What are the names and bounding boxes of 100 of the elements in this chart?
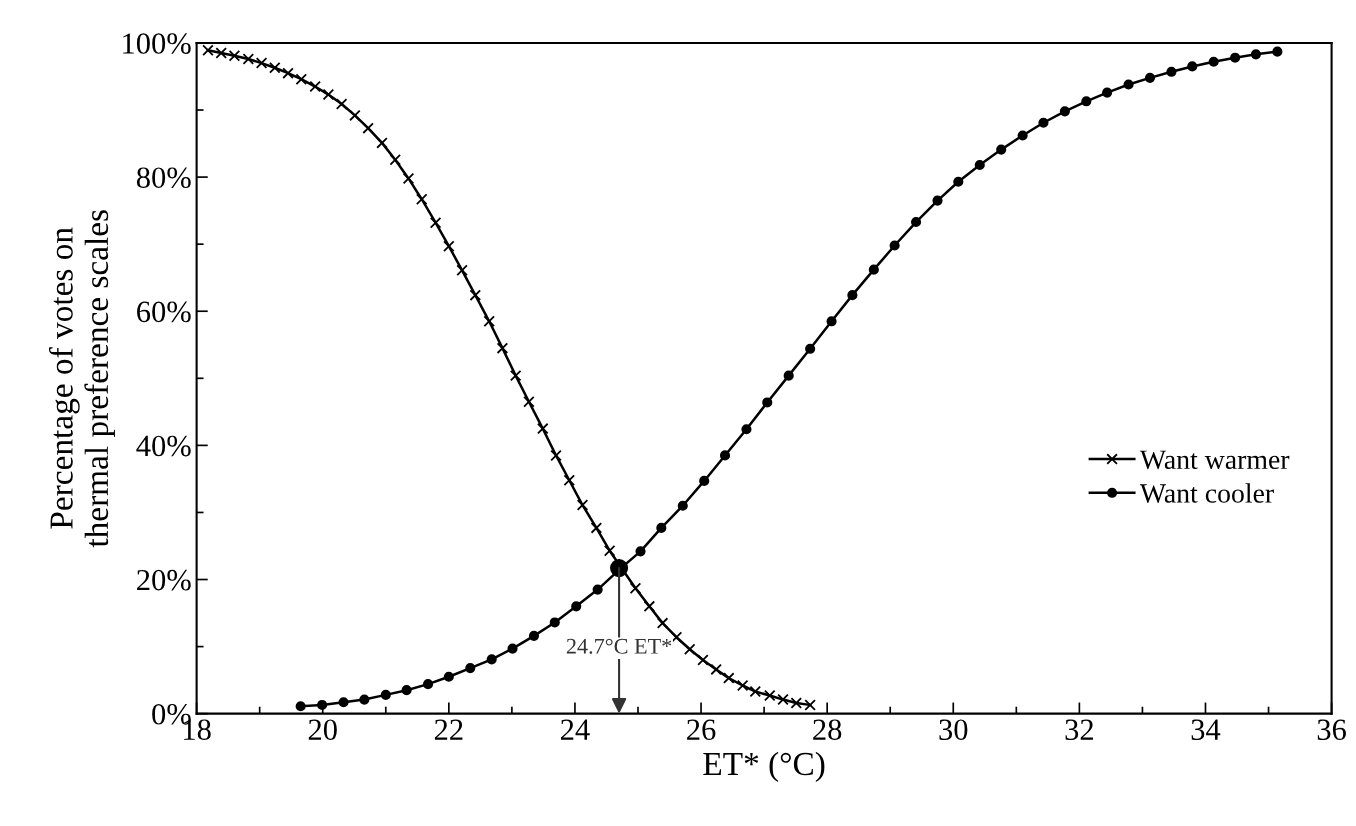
point	[996, 144, 1007, 155]
point	[496, 342, 509, 354]
point	[697, 654, 709, 666]
point	[1038, 117, 1049, 128]
point	[507, 643, 518, 654]
point	[783, 370, 794, 381]
point	[549, 617, 560, 628]
point	[643, 600, 656, 613]
point	[635, 546, 646, 557]
point	[656, 522, 667, 533]
point	[338, 697, 349, 708]
point	[202, 44, 214, 57]
point	[1166, 66, 1177, 77]
point	[550, 449, 562, 462]
legend-label: Want cooler	[1139, 483, 1274, 503]
point	[576, 499, 589, 511]
point	[677, 500, 688, 511]
point	[699, 475, 710, 486]
point	[932, 195, 943, 206]
point	[847, 290, 858, 301]
point	[422, 679, 434, 690]
point	[523, 396, 535, 408]
point	[710, 663, 722, 676]
point	[656, 617, 669, 629]
point	[804, 699, 816, 711]
x-tick-label: 26	[687, 719, 716, 741]
y-tick-label: 60%	[137, 301, 191, 323]
point	[974, 159, 985, 171]
point	[322, 88, 335, 101]
point	[255, 57, 268, 69]
point	[402, 172, 415, 185]
y-tick-label: 40%	[136, 435, 191, 457]
point	[1017, 130, 1028, 141]
point	[762, 397, 773, 408]
point	[509, 369, 522, 382]
point	[359, 694, 370, 705]
point	[603, 544, 616, 557]
point	[362, 122, 374, 134]
point	[953, 176, 964, 187]
point	[1144, 72, 1156, 83]
point	[1187, 61, 1198, 72]
point	[629, 582, 642, 595]
point	[349, 109, 361, 122]
point	[805, 343, 816, 354]
point	[563, 474, 576, 487]
point	[790, 697, 803, 709]
point	[670, 631, 683, 643]
point	[295, 701, 306, 712]
point	[380, 689, 391, 700]
point	[376, 137, 388, 149]
point	[741, 424, 752, 435]
point	[269, 62, 281, 74]
point	[486, 654, 497, 665]
point	[443, 671, 454, 682]
point	[469, 289, 482, 301]
point	[723, 672, 735, 684]
point	[683, 643, 696, 656]
y-tick-label: 20%	[137, 569, 191, 591]
point	[429, 216, 442, 229]
point	[1272, 46, 1283, 57]
point	[1102, 87, 1113, 98]
point	[215, 47, 227, 59]
point	[749, 685, 762, 698]
point	[415, 193, 428, 205]
point	[465, 662, 476, 674]
x-tick-label: 28	[813, 719, 842, 741]
point	[228, 49, 241, 62]
point	[1123, 79, 1134, 90]
point	[456, 264, 468, 277]
point	[242, 53, 255, 65]
x-tick-label: 24	[561, 719, 590, 740]
x-axis-title: ET* (°C)	[703, 751, 825, 783]
point	[295, 73, 308, 85]
point	[736, 679, 749, 692]
point	[537, 422, 549, 435]
point	[528, 630, 540, 641]
point	[1081, 96, 1092, 107]
x-tick-label: 32	[1065, 719, 1093, 741]
point	[483, 315, 495, 328]
x-tick-label: 20	[308, 719, 337, 741]
y-tick-label: 80%	[136, 167, 191, 189]
point	[1059, 106, 1070, 117]
point	[389, 153, 402, 166]
point	[910, 216, 922, 228]
point	[1230, 52, 1241, 63]
point	[335, 98, 348, 110]
point	[282, 67, 294, 79]
point	[889, 240, 900, 251]
x-tick-label: 30	[939, 719, 968, 741]
x-tick-label: 36	[1317, 719, 1346, 741]
point	[868, 264, 879, 275]
point	[309, 80, 321, 93]
legend-label: Want warmer	[1139, 450, 1290, 470]
y-axis-title: Percentage of votes on thermal preference scales	[49, 210, 115, 548]
x-tick-label: 34	[1191, 719, 1221, 741]
point	[764, 689, 776, 702]
point	[1208, 56, 1219, 67]
point	[443, 240, 455, 252]
point	[571, 601, 582, 612]
point	[719, 450, 731, 461]
